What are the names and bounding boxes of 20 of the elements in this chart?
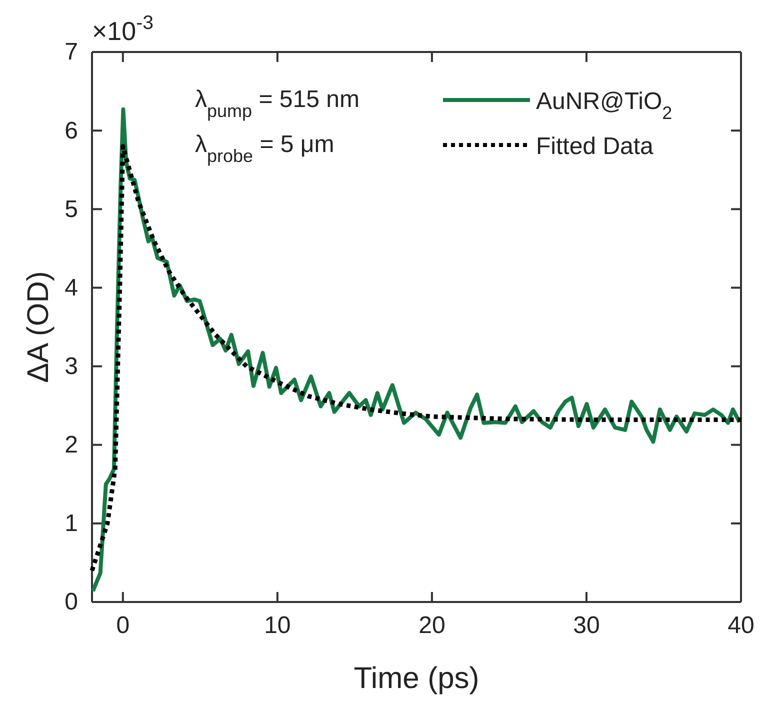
y-tick-label: 4 bbox=[64, 274, 78, 302]
x-tick-label: 20 bbox=[418, 612, 446, 640]
y-tick-label: 3 bbox=[64, 352, 78, 380]
y-tick-label: 7 bbox=[64, 38, 78, 66]
legend-label: AuNR@TiO$_{2}$ bbox=[536, 88, 672, 123]
y-tick-label: 1 bbox=[64, 510, 78, 538]
y-tick-label: 6 bbox=[64, 117, 78, 144]
x-tick-label: 10 bbox=[264, 612, 291, 640]
y-tick-label: 5 bbox=[64, 196, 78, 223]
annotation: λ$_{pump}$ = 515 nm bbox=[195, 86, 360, 121]
annotation: λ$_{probe}$ = 5 μm bbox=[195, 131, 334, 166]
x-tick-label: 0 bbox=[116, 612, 130, 640]
y-tick-label: 0 bbox=[64, 588, 78, 616]
x-tick-label: 30 bbox=[573, 612, 600, 640]
legend-label: Fitted Data bbox=[536, 133, 654, 160]
y-tick-label: 2 bbox=[64, 432, 78, 459]
x-tick-label: 40 bbox=[728, 612, 754, 640]
y-axis-title: ΔA (OD) bbox=[22, 271, 55, 383]
x-axis-title: Time (ps) bbox=[354, 662, 480, 695]
text: ×10$^{-3}$ bbox=[92, 12, 154, 46]
